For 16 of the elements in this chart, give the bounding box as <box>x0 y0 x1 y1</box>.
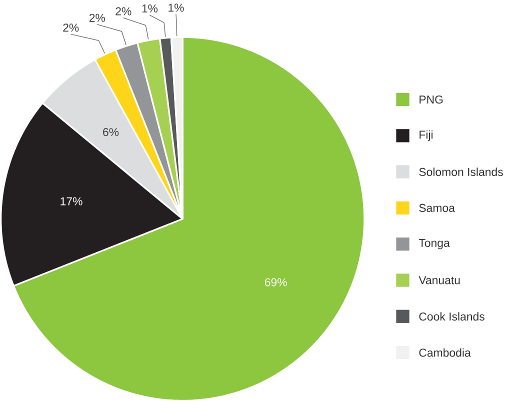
legend-label: PNG <box>420 96 443 104</box>
data-label: 6% <box>103 128 119 136</box>
data-label: 1% <box>168 4 184 12</box>
data-label: 1% <box>142 4 158 13</box>
legend-label: Solomon Islands <box>419 168 503 176</box>
data-label: 2% <box>116 7 132 16</box>
data-label: 17% <box>60 198 82 206</box>
data-label: 69% <box>264 278 287 287</box>
legend-label: Tonga <box>418 239 450 250</box>
legend-label: Fiji <box>420 130 433 142</box>
data-label: 2% <box>63 24 79 32</box>
legend-label: Vanuatu <box>418 276 460 284</box>
legend-label: Cook Islands <box>419 312 484 321</box>
legend-label: Cambodia <box>419 348 471 357</box>
legend-label: Samoa <box>419 204 455 212</box>
data-label: 2% <box>89 14 105 22</box>
